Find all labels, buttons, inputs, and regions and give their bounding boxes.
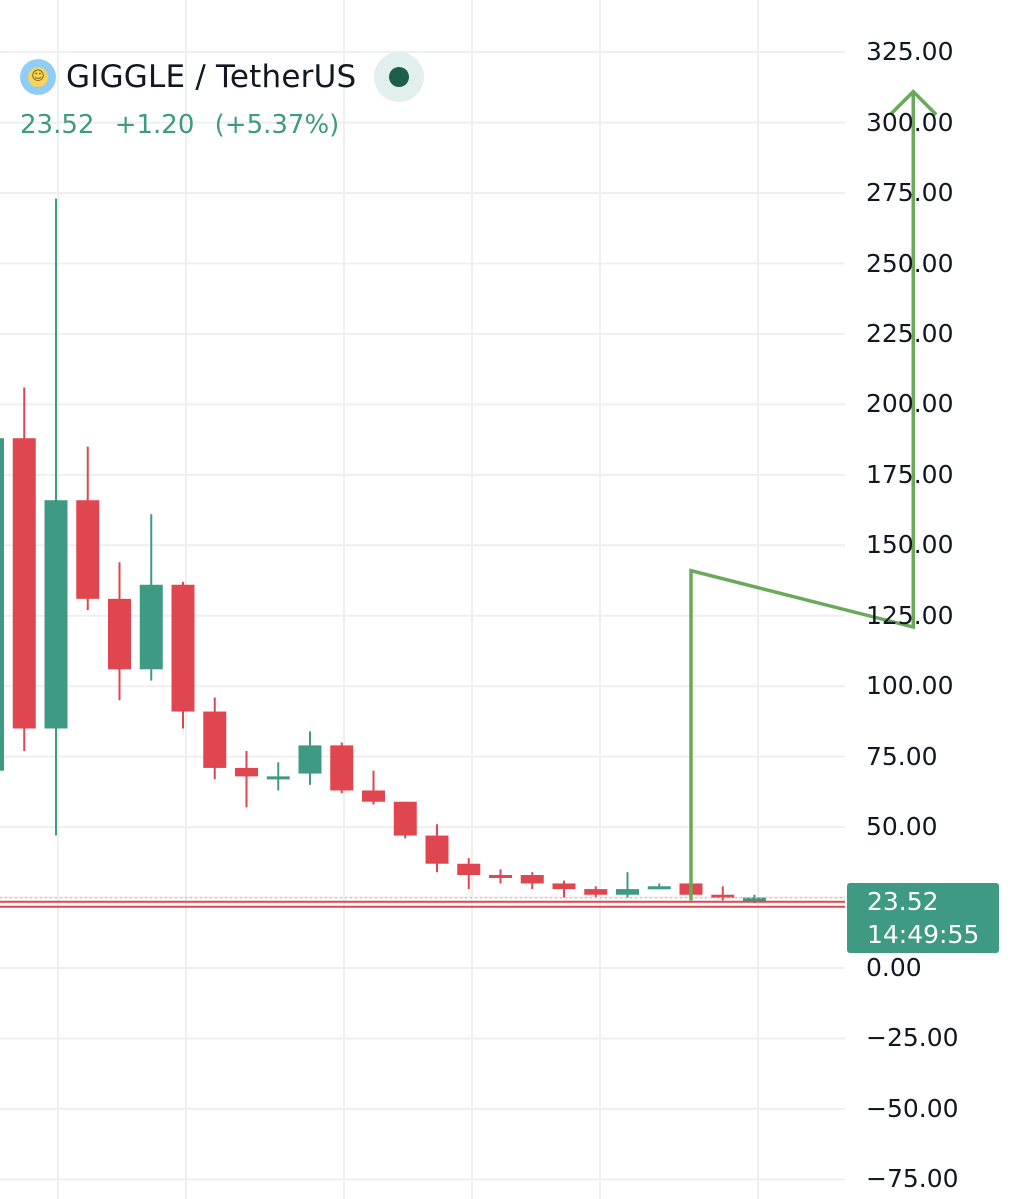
y-tick-label: 175.00: [866, 459, 954, 489]
candle[interactable]: [711, 886, 735, 901]
candle[interactable]: [12, 387, 36, 752]
candle[interactable]: [266, 762, 290, 791]
candle[interactable]: [362, 770, 385, 805]
candle-body: [584, 889, 608, 895]
current-price-label: 23.52 14:49:55: [847, 883, 999, 953]
smiley-icon: ☺: [28, 67, 48, 87]
y-tick-label: 125.00: [866, 600, 954, 630]
candle[interactable]: [108, 562, 131, 701]
quote-line: 23.52 +1.20 (+5.37%): [20, 110, 351, 140]
price-change-percent: (+5.37%): [214, 110, 340, 140]
candle-body: [298, 745, 322, 774]
candle[interactable]: [139, 514, 163, 681]
candle-body: [0, 438, 4, 771]
bar-countdown: 14:49:55: [867, 920, 980, 949]
drawn-arrow-annotation: [689, 89, 938, 901]
y-tick-label: 100.00: [866, 671, 954, 701]
candle-body: [12, 438, 36, 729]
candle[interactable]: [235, 751, 258, 808]
symbol-title: GIGGLE / TetherUS: [66, 59, 357, 95]
candle-body: [711, 894, 735, 898]
last-price: 23.52: [20, 110, 95, 140]
y-tick-label: 225.00: [866, 318, 954, 348]
candle-body: [362, 790, 385, 802]
current-price-value: 23.52: [867, 887, 939, 916]
candle[interactable]: [552, 880, 576, 898]
y-tick-label: 200.00: [866, 389, 954, 419]
candle[interactable]: [584, 886, 608, 898]
candle[interactable]: [44, 198, 68, 836]
y-tick-label: 275.00: [866, 178, 954, 208]
candle-body: [616, 889, 639, 895]
candle-body: [266, 776, 290, 780]
candle-body: [425, 835, 449, 864]
y-tick-label: 150.00: [866, 530, 954, 560]
candle-body: [235, 767, 258, 777]
candle[interactable]: [489, 869, 512, 884]
y-tick-label: 250.00: [866, 248, 954, 278]
candle[interactable]: [171, 581, 195, 729]
candle[interactable]: [76, 446, 100, 611]
candle-body: [520, 875, 544, 884]
candle[interactable]: [425, 824, 449, 873]
annotation-zigzag-line: [689, 91, 915, 901]
candle-body: [171, 584, 195, 712]
candle-body: [76, 500, 100, 599]
current-price-lines: [0, 896, 845, 908]
candle[interactable]: [330, 742, 354, 794]
y-tick-label: 300.00: [866, 107, 954, 137]
candle-body: [647, 886, 671, 890]
candle-body: [489, 875, 512, 879]
y-tick-label: −75.00: [866, 1164, 959, 1194]
candle[interactable]: [647, 883, 671, 890]
candle[interactable]: [203, 697, 227, 780]
y-tick-label: −25.00: [866, 1023, 959, 1053]
candle-body: [203, 711, 227, 768]
market-open-dot-icon: [389, 67, 410, 87]
candle-body: [457, 863, 481, 876]
market-status-indicator[interactable]: [374, 52, 425, 102]
candle-body: [108, 598, 131, 670]
symbol-legend[interactable]: ☺ GIGGLE / TetherUS: [20, 52, 425, 102]
annotation-arrowhead: [889, 89, 938, 116]
y-tick-label: −50.00: [866, 1093, 959, 1123]
y-tick-label: 50.00: [866, 812, 938, 842]
candle-body: [44, 500, 68, 729]
y-tick-label: 325.00: [866, 37, 954, 67]
candle[interactable]: [298, 731, 322, 785]
candle[interactable]: [393, 801, 417, 839]
candle-body: [393, 801, 417, 836]
candle[interactable]: [520, 872, 544, 890]
y-tick-label: 0.00: [866, 953, 922, 982]
candle[interactable]: [457, 858, 481, 890]
y-tick-label: 75.00: [866, 741, 938, 771]
candle-body: [552, 883, 576, 890]
candle-body: [139, 584, 163, 670]
candle[interactable]: [616, 872, 639, 898]
candle-series: [0, 198, 766, 904]
candle[interactable]: [0, 438, 4, 776]
candle-body: [330, 745, 354, 791]
candle-body: [743, 897, 766, 902]
price-change: +1.20: [114, 110, 195, 140]
giggle-coin-icon: ☺: [20, 59, 56, 95]
